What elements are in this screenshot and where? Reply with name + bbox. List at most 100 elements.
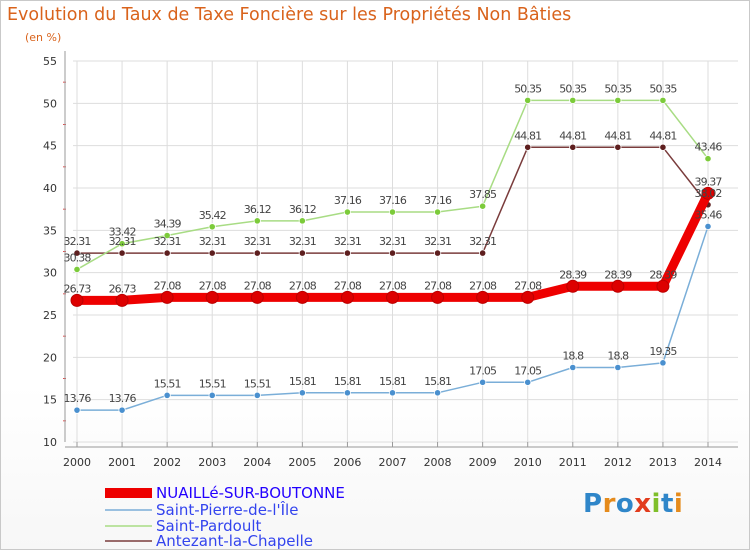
- legend-entry-label: Saint-Pierre-de-l'Île: [156, 500, 298, 519]
- data-label: 15.81: [289, 375, 316, 388]
- data-point: [298, 249, 306, 257]
- data-point: [659, 96, 667, 104]
- x-tick-label: 2000: [63, 456, 91, 469]
- data-label: 27.08: [154, 279, 182, 292]
- data-label: 27.08: [424, 279, 452, 292]
- data-point: [253, 217, 261, 225]
- data-label: 30.38: [64, 251, 92, 264]
- data-point: [253, 249, 261, 257]
- data-label: 28.39: [604, 268, 632, 281]
- data-label: 50.35: [604, 82, 632, 95]
- proxiti-logo: Proxiti: [583, 489, 683, 519]
- data-label: 18.8: [607, 349, 629, 362]
- data-point: [73, 406, 81, 414]
- data-point: [163, 231, 171, 240]
- data-label: 19.35: [649, 345, 677, 358]
- x-tick-label: 2009: [469, 456, 497, 469]
- data-point: [659, 143, 667, 151]
- data-point: [614, 363, 622, 372]
- y-tick-label: 55: [43, 55, 57, 68]
- data-point: [479, 378, 487, 386]
- data-label: 15.51: [199, 377, 226, 390]
- data-label: 32.31: [469, 235, 496, 248]
- y-tick-label: 35: [43, 224, 57, 237]
- data-point: [298, 217, 306, 225]
- data-label: 36.12: [289, 203, 316, 216]
- data-point: [118, 249, 126, 257]
- data-label: 32.31: [424, 235, 451, 248]
- data-label: 27.08: [334, 279, 362, 292]
- y-tick-label: 15: [43, 394, 57, 407]
- data-label: 15.81: [334, 375, 361, 388]
- data-label: 18.8: [562, 349, 584, 362]
- data-label: 34.39: [154, 217, 182, 230]
- x-tick-label: 2007: [379, 456, 407, 469]
- y-axis-unit-label: (en %): [25, 31, 62, 44]
- data-point: [569, 363, 577, 372]
- x-tick-label: 2008: [424, 456, 452, 469]
- data-label: 35.42: [199, 209, 226, 222]
- logo-letter: o: [615, 489, 635, 519]
- x-tick-label: 2004: [243, 456, 271, 469]
- legend-entry-label: Antezant-la-Chapelle: [156, 532, 313, 550]
- data-point: [656, 279, 670, 293]
- data-label: 13.76: [64, 392, 92, 405]
- data-point: [250, 290, 264, 304]
- data-label: 32.31: [244, 235, 271, 248]
- data-label: 28.39: [559, 268, 587, 281]
- data-point: [208, 249, 216, 257]
- data-point: [704, 222, 712, 231]
- data-point: [614, 96, 622, 104]
- x-tick-label: 2010: [514, 456, 542, 469]
- data-point: [343, 389, 352, 397]
- data-point: [386, 290, 399, 304]
- data-label: 44.81: [649, 129, 676, 142]
- x-tick-label: 2001: [108, 456, 136, 469]
- x-tick-label: 2011: [559, 456, 587, 469]
- data-label: 32.31: [109, 235, 136, 248]
- logo-letter: r: [602, 489, 616, 519]
- data-point: [569, 96, 577, 104]
- data-label: 26.73: [109, 282, 137, 295]
- x-tick-label: 2014: [694, 456, 722, 469]
- data-point: [524, 378, 532, 386]
- data-point: [614, 143, 622, 151]
- data-label: 27.08: [244, 279, 272, 292]
- data-point: [388, 249, 397, 257]
- data-point: [433, 389, 442, 397]
- data-label: 32.31: [199, 235, 226, 248]
- logo-letter: P: [583, 489, 603, 519]
- x-tick-label: 2002: [153, 456, 181, 469]
- data-label: 15.81: [379, 375, 406, 388]
- data-point: [163, 249, 171, 257]
- x-tick-label: 2005: [288, 456, 316, 469]
- data-point: [611, 279, 625, 293]
- data-label: 27.08: [514, 279, 542, 292]
- data-label: 38.02: [695, 187, 722, 200]
- data-point: [479, 249, 487, 257]
- data-labels: 26.73 26.73 27.08 27.08 27.08 27.08 27.08 27.08…: [64, 82, 724, 405]
- data-label: 28.39: [649, 268, 677, 281]
- data-label: 32.31: [334, 235, 361, 248]
- data-point: [118, 240, 126, 248]
- data-point: [388, 208, 397, 216]
- data-point: [566, 279, 580, 293]
- data-point: [343, 208, 352, 216]
- y-tick-label: 10: [43, 436, 57, 449]
- x-tick-label: 2012: [604, 456, 632, 469]
- data-point: [479, 202, 487, 210]
- data-point: [524, 96, 532, 104]
- data-label: 50.35: [649, 82, 677, 95]
- data-label: 44.81: [604, 129, 631, 142]
- y-tick-label: 45: [43, 140, 57, 153]
- data-point: [524, 143, 532, 151]
- legend-entry-label: Saint-Pardoult: [156, 517, 262, 535]
- data-label: 27.08: [469, 279, 497, 292]
- data-point: [343, 249, 352, 257]
- data-label: 26.73: [64, 282, 92, 295]
- data-label: 35.46: [695, 208, 723, 221]
- data-point: [433, 249, 442, 257]
- data-label: 13.76: [109, 392, 137, 405]
